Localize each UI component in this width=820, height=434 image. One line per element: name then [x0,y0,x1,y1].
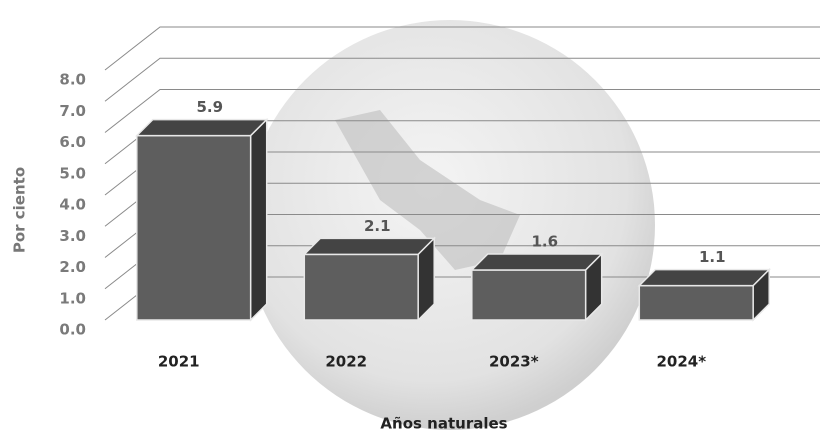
bar [134,117,269,322]
y-tick-label: 6.0 [59,133,86,151]
x-tick-label: 2024* [656,353,706,371]
bar-top [469,253,604,271]
grid-line [104,89,820,133]
bar-front [303,253,419,321]
x-tick-label: 2023* [489,353,539,371]
value-label: 1.6 [531,233,558,251]
y-tick-label: 3.0 [59,227,86,245]
x-axis-title: Años naturales [380,415,507,433]
y-axis-title: Por ciento [11,167,29,253]
y-tick-label: 5.0 [59,164,86,182]
bar [302,236,437,322]
y-tick-label: 7.0 [59,102,86,120]
bar [637,267,772,322]
value-label: 1.1 [699,248,726,266]
x-tick-label: 2022 [325,353,367,371]
bar-top [302,237,437,256]
grid-line [104,26,820,71]
bar-side [417,236,435,322]
value-label: 2.1 [364,217,391,235]
bar-side [584,252,603,322]
y-tick-label: 8.0 [59,71,86,89]
bar-side [249,117,268,322]
bar-front [638,284,754,321]
y-tick-label: 2.0 [59,258,86,276]
y-tick-label: 1.0 [59,289,86,307]
bar-front [136,134,252,321]
y-tick-label: 0.0 [59,321,86,339]
grid-line [104,57,820,102]
x-tick-label: 2021 [158,353,200,371]
bar-top [134,118,269,137]
bar-side [752,267,770,322]
bar [469,252,604,322]
value-label: 5.9 [196,98,223,116]
bar-front [471,269,587,321]
continent-shape [335,110,520,270]
y-tick-label: 4.0 [59,196,86,214]
bar-top [637,268,772,287]
